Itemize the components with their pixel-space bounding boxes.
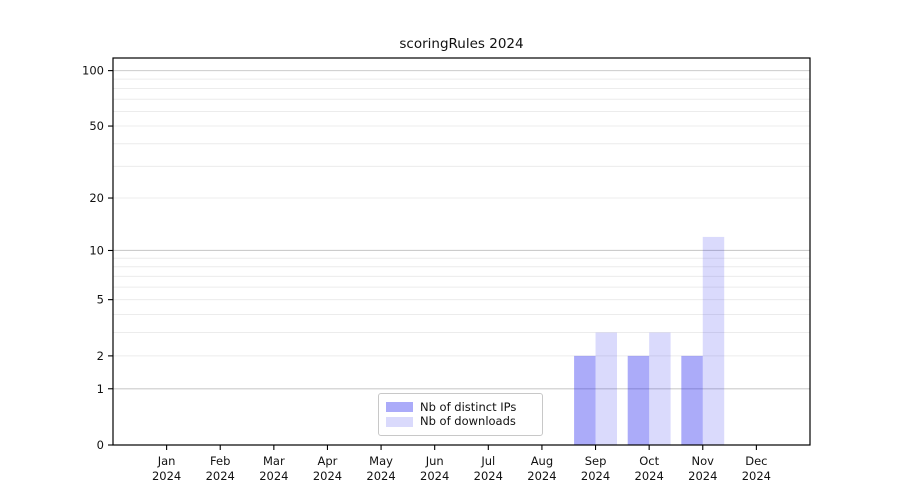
x-tick-label-year: 2024 (366, 469, 395, 483)
x-tick-label-year: 2024 (742, 469, 771, 483)
x-tick-label-year: 2024 (313, 469, 342, 483)
x-tick-label-month: Jun (425, 454, 444, 468)
x-tick-label-year: 2024 (259, 469, 288, 483)
y-tick-label: 1 (97, 382, 104, 396)
x-tick-label-month: Jan (157, 454, 176, 468)
x-tick-label-month: Jul (480, 454, 495, 468)
bar-downloads (702, 236, 725, 445)
x-tick-label-month: Dec (745, 454, 767, 468)
x-tick-label-year: 2024 (527, 469, 556, 483)
y-tick-label: 10 (89, 243, 104, 257)
x-tick-label-month: Aug (531, 454, 553, 468)
legend-label: Nb of downloads (420, 414, 516, 428)
legend-swatch-icon (386, 416, 413, 427)
x-tick-label-year: 2024 (474, 469, 503, 483)
y-tick-label: 0 (97, 438, 104, 452)
y-tick-label: 50 (89, 119, 104, 133)
x-tick-label-month: Sep (585, 454, 607, 468)
x-tick-label-year: 2024 (635, 469, 664, 483)
bar-downloads (649, 332, 671, 445)
x-tick-label-year: 2024 (688, 469, 717, 483)
x-tick-label-year: 2024 (581, 469, 610, 483)
legend-label: Nb of distinct IPs (420, 399, 517, 414)
x-tick-label-year: 2024 (206, 469, 235, 483)
x-tick-label-month: Nov (692, 454, 715, 468)
y-tick-label: 2 (97, 349, 104, 363)
y-tick-label: 5 (97, 293, 104, 307)
bar-distinct-ips (627, 355, 650, 445)
x-tick-label-year: 2024 (420, 469, 449, 483)
y-tick-label: 100 (82, 64, 104, 78)
x-tick-label-month: May (369, 454, 393, 468)
x-tick-label-year: 2024 (152, 469, 181, 483)
legend: Nb of distinct IPs Nb of downloads (378, 393, 543, 436)
legend-item: Nb of distinct IPs (386, 399, 542, 414)
plot-border (112, 57, 811, 446)
x-tick-label-month: Mar (263, 454, 285, 468)
x-tick-label-month: Oct (639, 454, 659, 468)
bar-distinct-ips (681, 355, 703, 445)
legend-swatch-icon (386, 402, 413, 413)
x-tick-label-month: Feb (210, 454, 230, 468)
y-tick-label: 20 (89, 191, 104, 205)
x-tick-label-month: Apr (318, 454, 338, 468)
bar-distinct-ips (574, 355, 596, 445)
chart-title: scoringRules 2024 (399, 36, 524, 52)
bar-downloads (595, 332, 617, 445)
legend-item: Nb of downloads (386, 414, 542, 428)
